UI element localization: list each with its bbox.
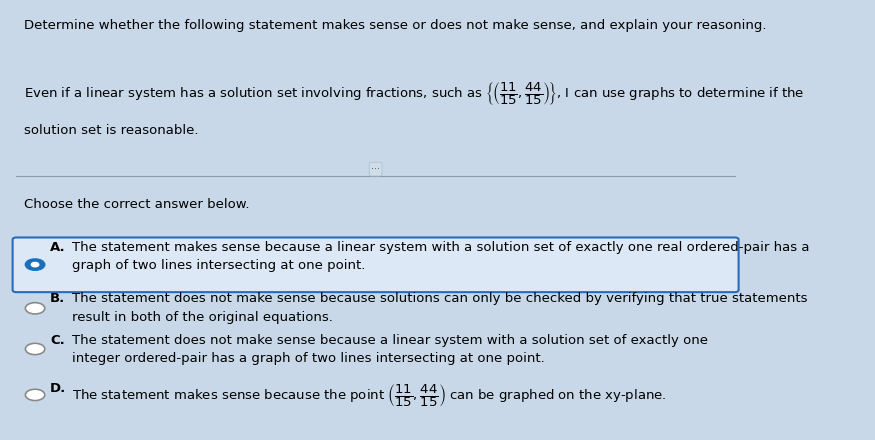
Text: A.: A. [50, 241, 66, 253]
Circle shape [25, 343, 45, 355]
Text: B.: B. [50, 292, 66, 305]
Text: Even if a linear system has a solution set involving fractions, such as $\left\{: Even if a linear system has a solution s… [24, 80, 804, 107]
Text: The statement does not make sense because a linear system with a solution set of: The statement does not make sense becaus… [73, 334, 709, 347]
Circle shape [25, 259, 45, 270]
Text: result in both of the original equations.: result in both of the original equations… [73, 311, 333, 323]
Text: D.: D. [50, 382, 66, 395]
Text: Determine whether the following statement makes sense or does not make sense, an: Determine whether the following statemen… [24, 19, 766, 32]
Circle shape [25, 389, 45, 400]
Text: integer ordered-pair has a graph of two lines intersecting at one point.: integer ordered-pair has a graph of two … [73, 352, 545, 365]
Text: solution set is reasonable.: solution set is reasonable. [24, 124, 199, 137]
Text: The statement makes sense because a linear system with a solution set of exactly: The statement makes sense because a line… [73, 241, 810, 253]
Text: The statement does not make sense because solutions can only be checked by verif: The statement does not make sense becaus… [73, 292, 808, 305]
Circle shape [31, 262, 38, 267]
Text: C.: C. [50, 334, 65, 347]
Text: The statement makes sense because the point $\left(\dfrac{11}{15}, \dfrac{44}{15: The statement makes sense because the po… [73, 382, 667, 409]
Text: Choose the correct answer below.: Choose the correct answer below. [24, 198, 249, 211]
FancyBboxPatch shape [12, 238, 738, 292]
Text: ···: ··· [371, 164, 380, 174]
Circle shape [25, 303, 45, 314]
Text: graph of two lines intersecting at one point.: graph of two lines intersecting at one p… [73, 259, 366, 272]
